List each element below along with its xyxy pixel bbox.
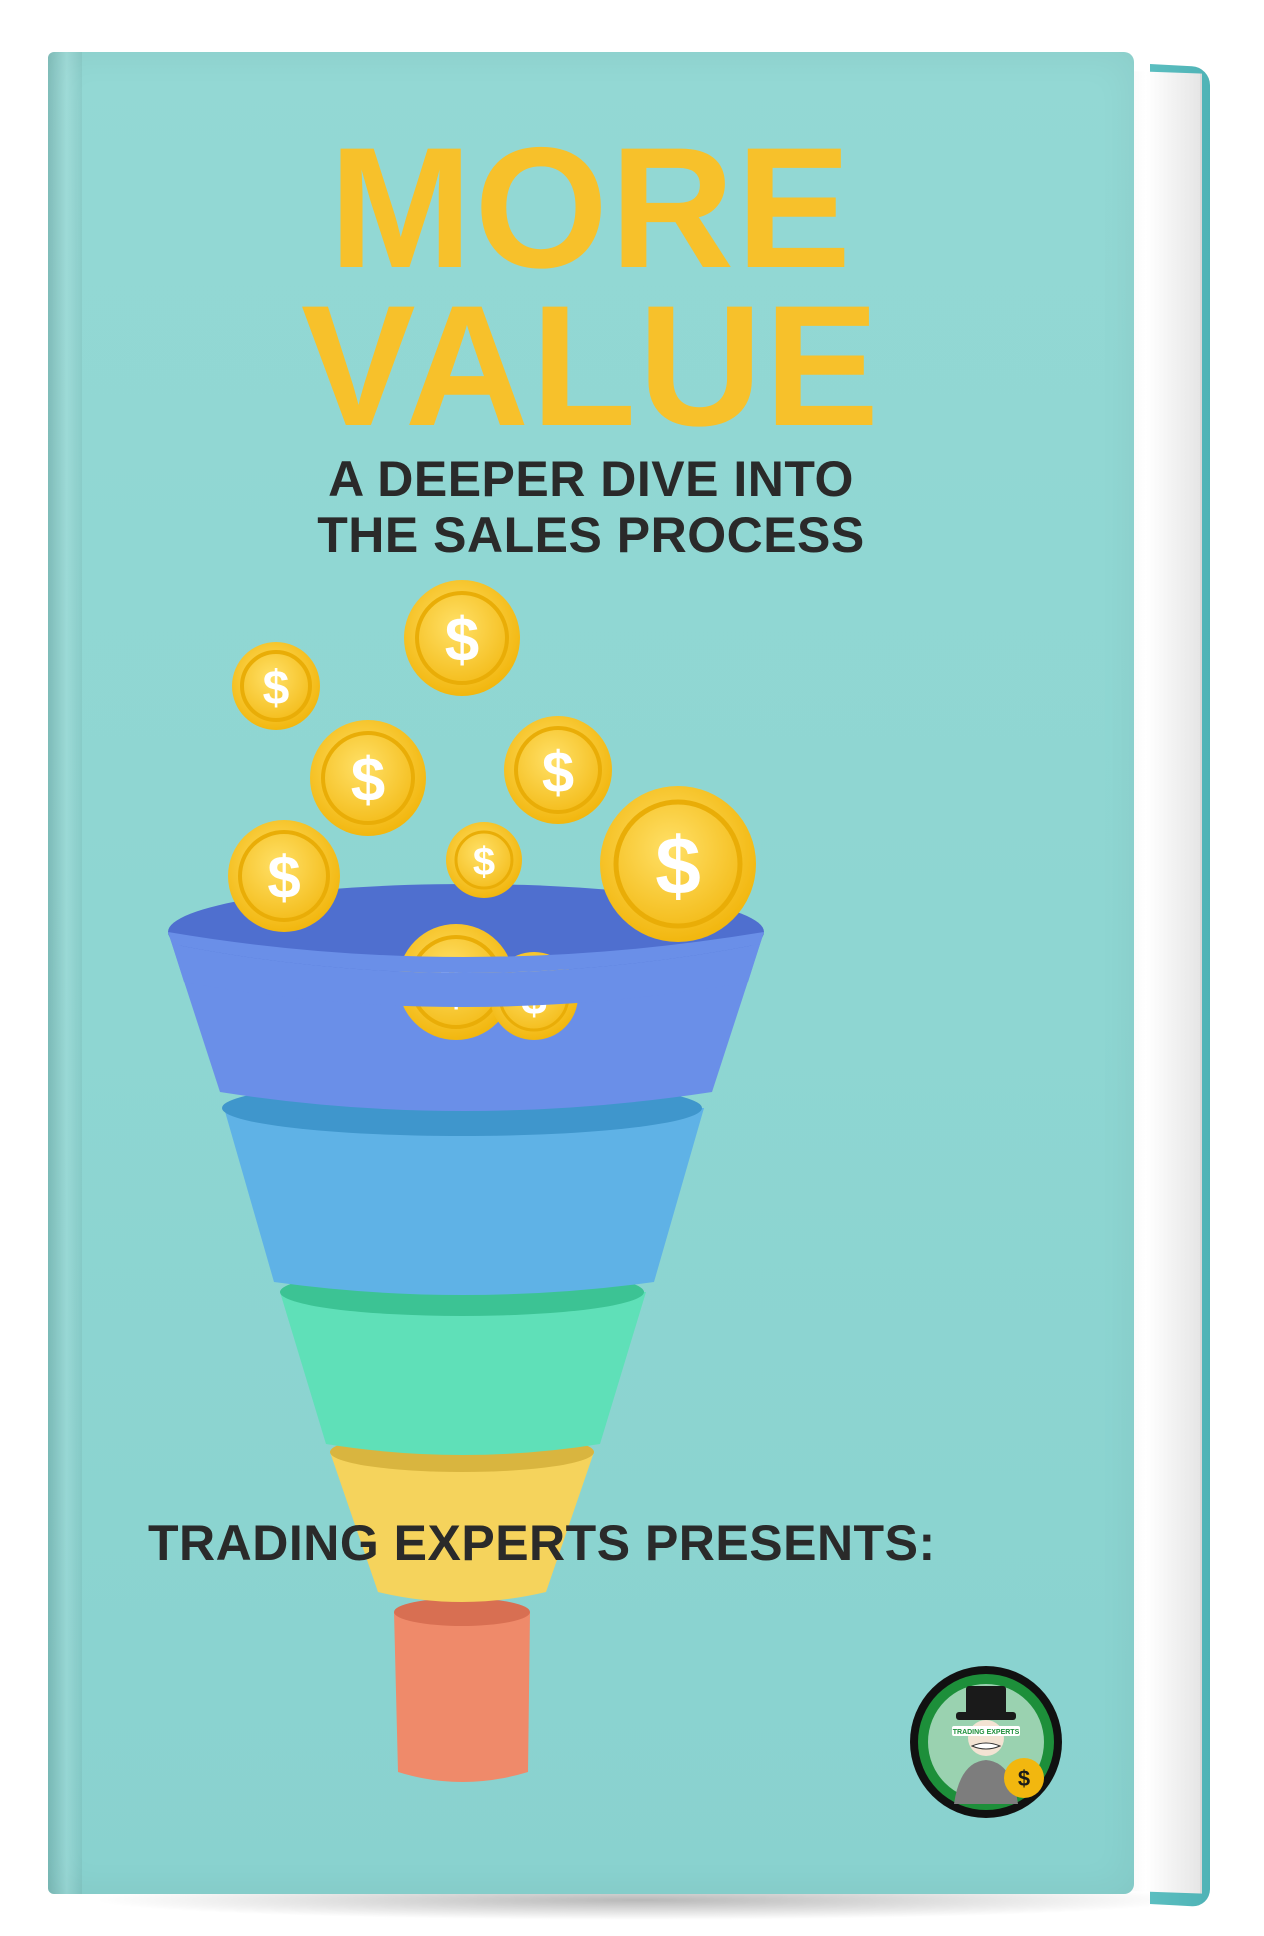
presenter-line: TRADING EXPERTS PRESENTS: <box>148 1515 936 1571</box>
sales-funnel-icon: $ $ $ $ $ <box>168 580 764 1782</box>
svg-text:TRADING EXPERTS: TRADING EXPERTS <box>953 1729 1020 1736</box>
book-front-cover: MORE VALUE A DEEPER DIVE INTO THE SALES … <box>48 52 1134 1894</box>
dollar-coin-icon: $ <box>446 822 522 898</box>
top-hat-icon <box>966 1686 1006 1716</box>
svg-text:$: $ <box>655 821 701 912</box>
dollar-coin-icon: $ <box>404 580 520 696</box>
svg-text:$: $ <box>1018 1766 1030 1791</box>
dollar-coin-icon: $ <box>310 720 426 836</box>
funnel-layer-2 <box>222 1080 704 1295</box>
funnel-rim-front <box>168 932 764 973</box>
dollar-coin-icon: $ <box>232 642 320 730</box>
svg-text:$: $ <box>445 606 479 675</box>
svg-text:$: $ <box>542 740 574 805</box>
svg-text:$: $ <box>263 662 290 715</box>
subtitle-line-2: THE SALES PROCESS <box>317 507 865 563</box>
dollar-coin-icon: $ <box>600 786 756 942</box>
funnel-layer-3 <box>280 1268 646 1455</box>
dollar-coin-icon: $ <box>504 716 612 824</box>
spine-crease <box>48 52 82 1894</box>
svg-text:$: $ <box>473 840 495 884</box>
dollar-coin-icon: $ <box>228 820 340 932</box>
title-line-2: VALUE <box>300 270 882 462</box>
money-bag-icon <box>1004 1758 1044 1798</box>
svg-text:$: $ <box>267 844 300 911</box>
funnel-spout <box>394 1598 530 1782</box>
svg-text:$: $ <box>351 746 385 815</box>
subtitle-line-1: A DEEPER DIVE INTO <box>328 451 854 507</box>
title-line-1: MORE <box>329 112 853 304</box>
funnel-body-top <box>172 944 760 1007</box>
trading-experts-logo: TRADING EXPERTS $ <box>910 1666 1062 1818</box>
